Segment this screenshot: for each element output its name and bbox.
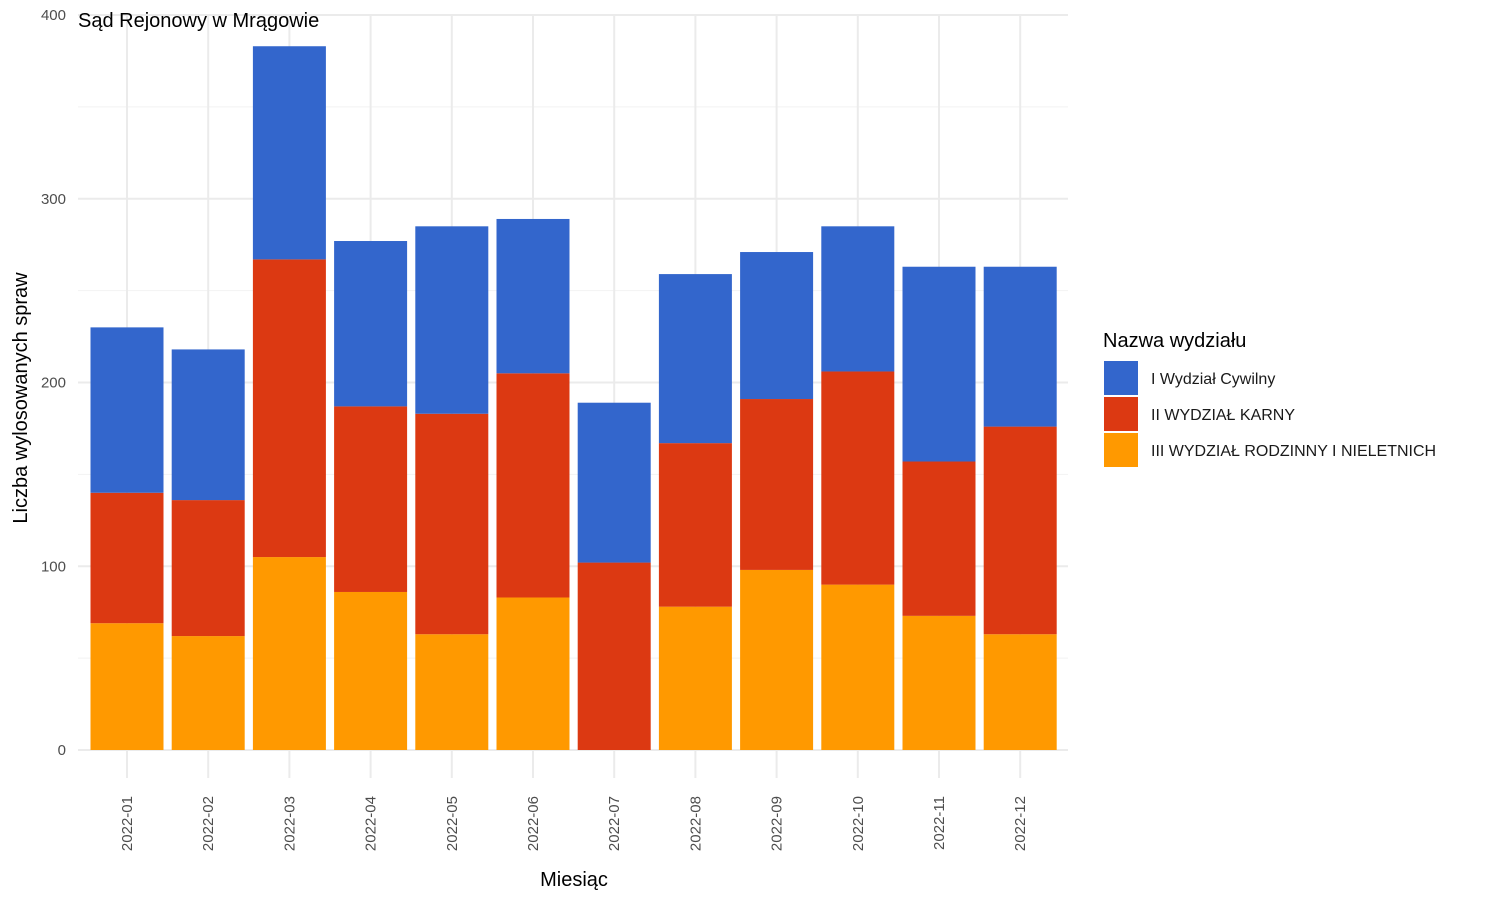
x-tick-label: 2022-12 xyxy=(1012,796,1029,851)
bar-segment xyxy=(983,426,1057,635)
y-tick-label: 400 xyxy=(41,7,66,24)
bar-segment xyxy=(252,557,326,750)
bar-segment xyxy=(658,443,732,607)
x-tick-label: 2022-06 xyxy=(525,796,542,851)
y-tick-label: 200 xyxy=(41,375,66,392)
bar-segment xyxy=(90,623,164,750)
x-tick-label: 2022-10 xyxy=(850,796,867,851)
bar-segment xyxy=(821,226,895,372)
bar-segment xyxy=(415,226,489,414)
x-tick-label: 2022-09 xyxy=(769,796,786,851)
x-tick-label: 2022-11 xyxy=(931,796,948,850)
bar-segment xyxy=(983,266,1057,427)
bar-segment xyxy=(821,371,895,585)
y-axis-ticks: 0 100 200 300 400 xyxy=(41,7,66,759)
legend: Nazwa wydziału I Wydział Cywilny II WYDZI… xyxy=(1103,330,1436,467)
bar-segment xyxy=(90,327,164,493)
x-tick-label: 2022-05 xyxy=(444,796,461,851)
bar-segment xyxy=(658,274,732,444)
legend-label: I Wydział Cywilny xyxy=(1151,371,1275,388)
bar-segment xyxy=(740,252,814,400)
bar-segment xyxy=(821,584,895,750)
bar-segment xyxy=(577,562,651,750)
x-tick-label: 2022-01 xyxy=(119,796,136,851)
y-tick-label: 100 xyxy=(41,558,66,575)
bar-segment xyxy=(334,406,408,592)
bar-segment xyxy=(171,636,245,750)
bar-segment xyxy=(658,606,732,750)
bar-segment xyxy=(252,46,326,260)
legend-label: III WYDZIAŁ RODZINNY I NIELETNICH xyxy=(1151,443,1436,460)
bar-segment xyxy=(902,461,976,616)
bar-segment xyxy=(902,266,976,462)
bar-segment xyxy=(415,413,489,635)
bar-segment xyxy=(334,591,408,750)
bar-segment xyxy=(577,402,651,563)
y-axis-title: Liczba wylosowanych spraw xyxy=(10,272,32,524)
bar-segment xyxy=(496,373,570,598)
bar-segment xyxy=(171,500,245,637)
y-tick-label: 300 xyxy=(41,191,66,208)
legend-swatch xyxy=(1104,397,1138,431)
bar-segment xyxy=(171,349,245,501)
bar-segment xyxy=(902,615,976,750)
x-tick-label: 2022-08 xyxy=(687,796,704,851)
bar-segment xyxy=(740,399,814,570)
legend-items: I Wydział Cywilny II WYDZIAŁ KARNY III WYD… xyxy=(1104,361,1436,467)
bar-segment xyxy=(983,634,1057,750)
x-tick-label: 2022-04 xyxy=(363,796,380,851)
x-tick-label: 2022-07 xyxy=(606,796,623,851)
bar-segment xyxy=(496,218,570,374)
legend-swatch xyxy=(1104,361,1138,395)
bar-segment xyxy=(740,569,814,750)
x-tick-label: 2022-03 xyxy=(281,796,298,851)
bar-segment xyxy=(90,492,164,624)
bar-segment xyxy=(334,241,408,407)
y-tick-label: 0 xyxy=(58,742,66,759)
bar-segment xyxy=(415,634,489,750)
legend-swatch xyxy=(1104,433,1138,467)
legend-title: Nazwa wydziału xyxy=(1103,330,1246,352)
bar-segment xyxy=(496,597,570,750)
legend-label: II WYDZIAŁ KARNY xyxy=(1151,407,1295,424)
x-axis-title: Miesiąc xyxy=(540,869,608,891)
x-axis-ticks: 2022-01 2022-02 2022-03 2022-04 2022-05 2022-… xyxy=(119,796,1029,851)
bar-segment xyxy=(252,259,326,558)
bars xyxy=(90,46,1057,750)
x-tick-label: 2022-02 xyxy=(200,796,217,851)
chart-title: Sąd Rejonowy w Mrągowie xyxy=(78,10,319,32)
